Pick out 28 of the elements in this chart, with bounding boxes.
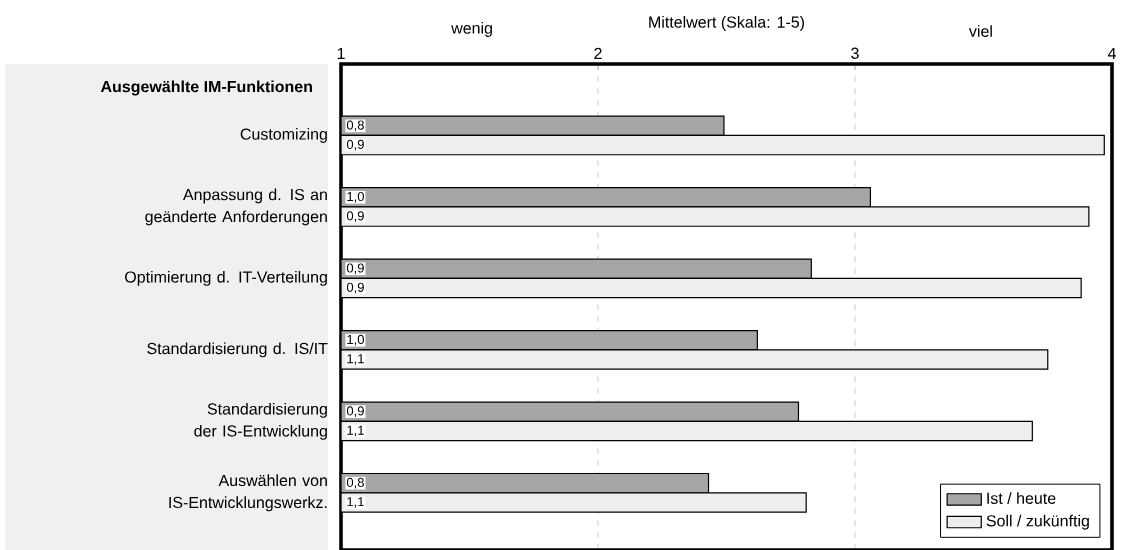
annotation: 1,1: [347, 354, 364, 365]
annotation: 0,9: [346, 211, 364, 222]
x-tick-label: 2: [594, 47, 602, 59]
annotation: 1,1: [347, 497, 364, 508]
y-tick-label: Anpassung d. IS an geänderte Anforderungen: [145, 188, 327, 226]
x-tick-label: 1: [337, 47, 345, 59]
x-tick-label: 4: [1107, 47, 1116, 59]
annotation: 0,9: [346, 406, 364, 418]
annotation: 0,8: [346, 477, 364, 489]
annotation: 0,8: [346, 120, 364, 132]
y-tick-label: Standardisierung d. IS/IT: [147, 342, 328, 358]
y-tick-label: Optimierung d. IT-Verteilung: [125, 270, 327, 286]
annotation: 0,9: [346, 263, 364, 275]
y-tick-label: Auswählen von IS-Entwicklungswerkz.: [169, 474, 327, 512]
x-axis-title: Mittelwert (Skala: 1-5): [649, 16, 805, 31]
text: wenig: [451, 22, 492, 37]
annotation: 1,0: [347, 334, 364, 346]
annotation: 1,0: [347, 191, 364, 203]
legend-label: Ist / heute: [987, 492, 1056, 504]
text: viel: [968, 25, 992, 37]
y-tick-label: Standardisierung der IS-Entwicklung: [194, 402, 327, 440]
annotation: 1,1: [347, 425, 364, 437]
annotation: 0,9: [346, 282, 364, 294]
y-tick-label: Customizing: [240, 128, 327, 143]
legend-label: Soll / zukünftig: [986, 514, 1089, 530]
y-axis-title: Ausgewählte IM-Funktionen: [100, 80, 312, 96]
annotation: 0,9: [346, 139, 364, 151]
x-tick-label: 3: [851, 47, 859, 59]
